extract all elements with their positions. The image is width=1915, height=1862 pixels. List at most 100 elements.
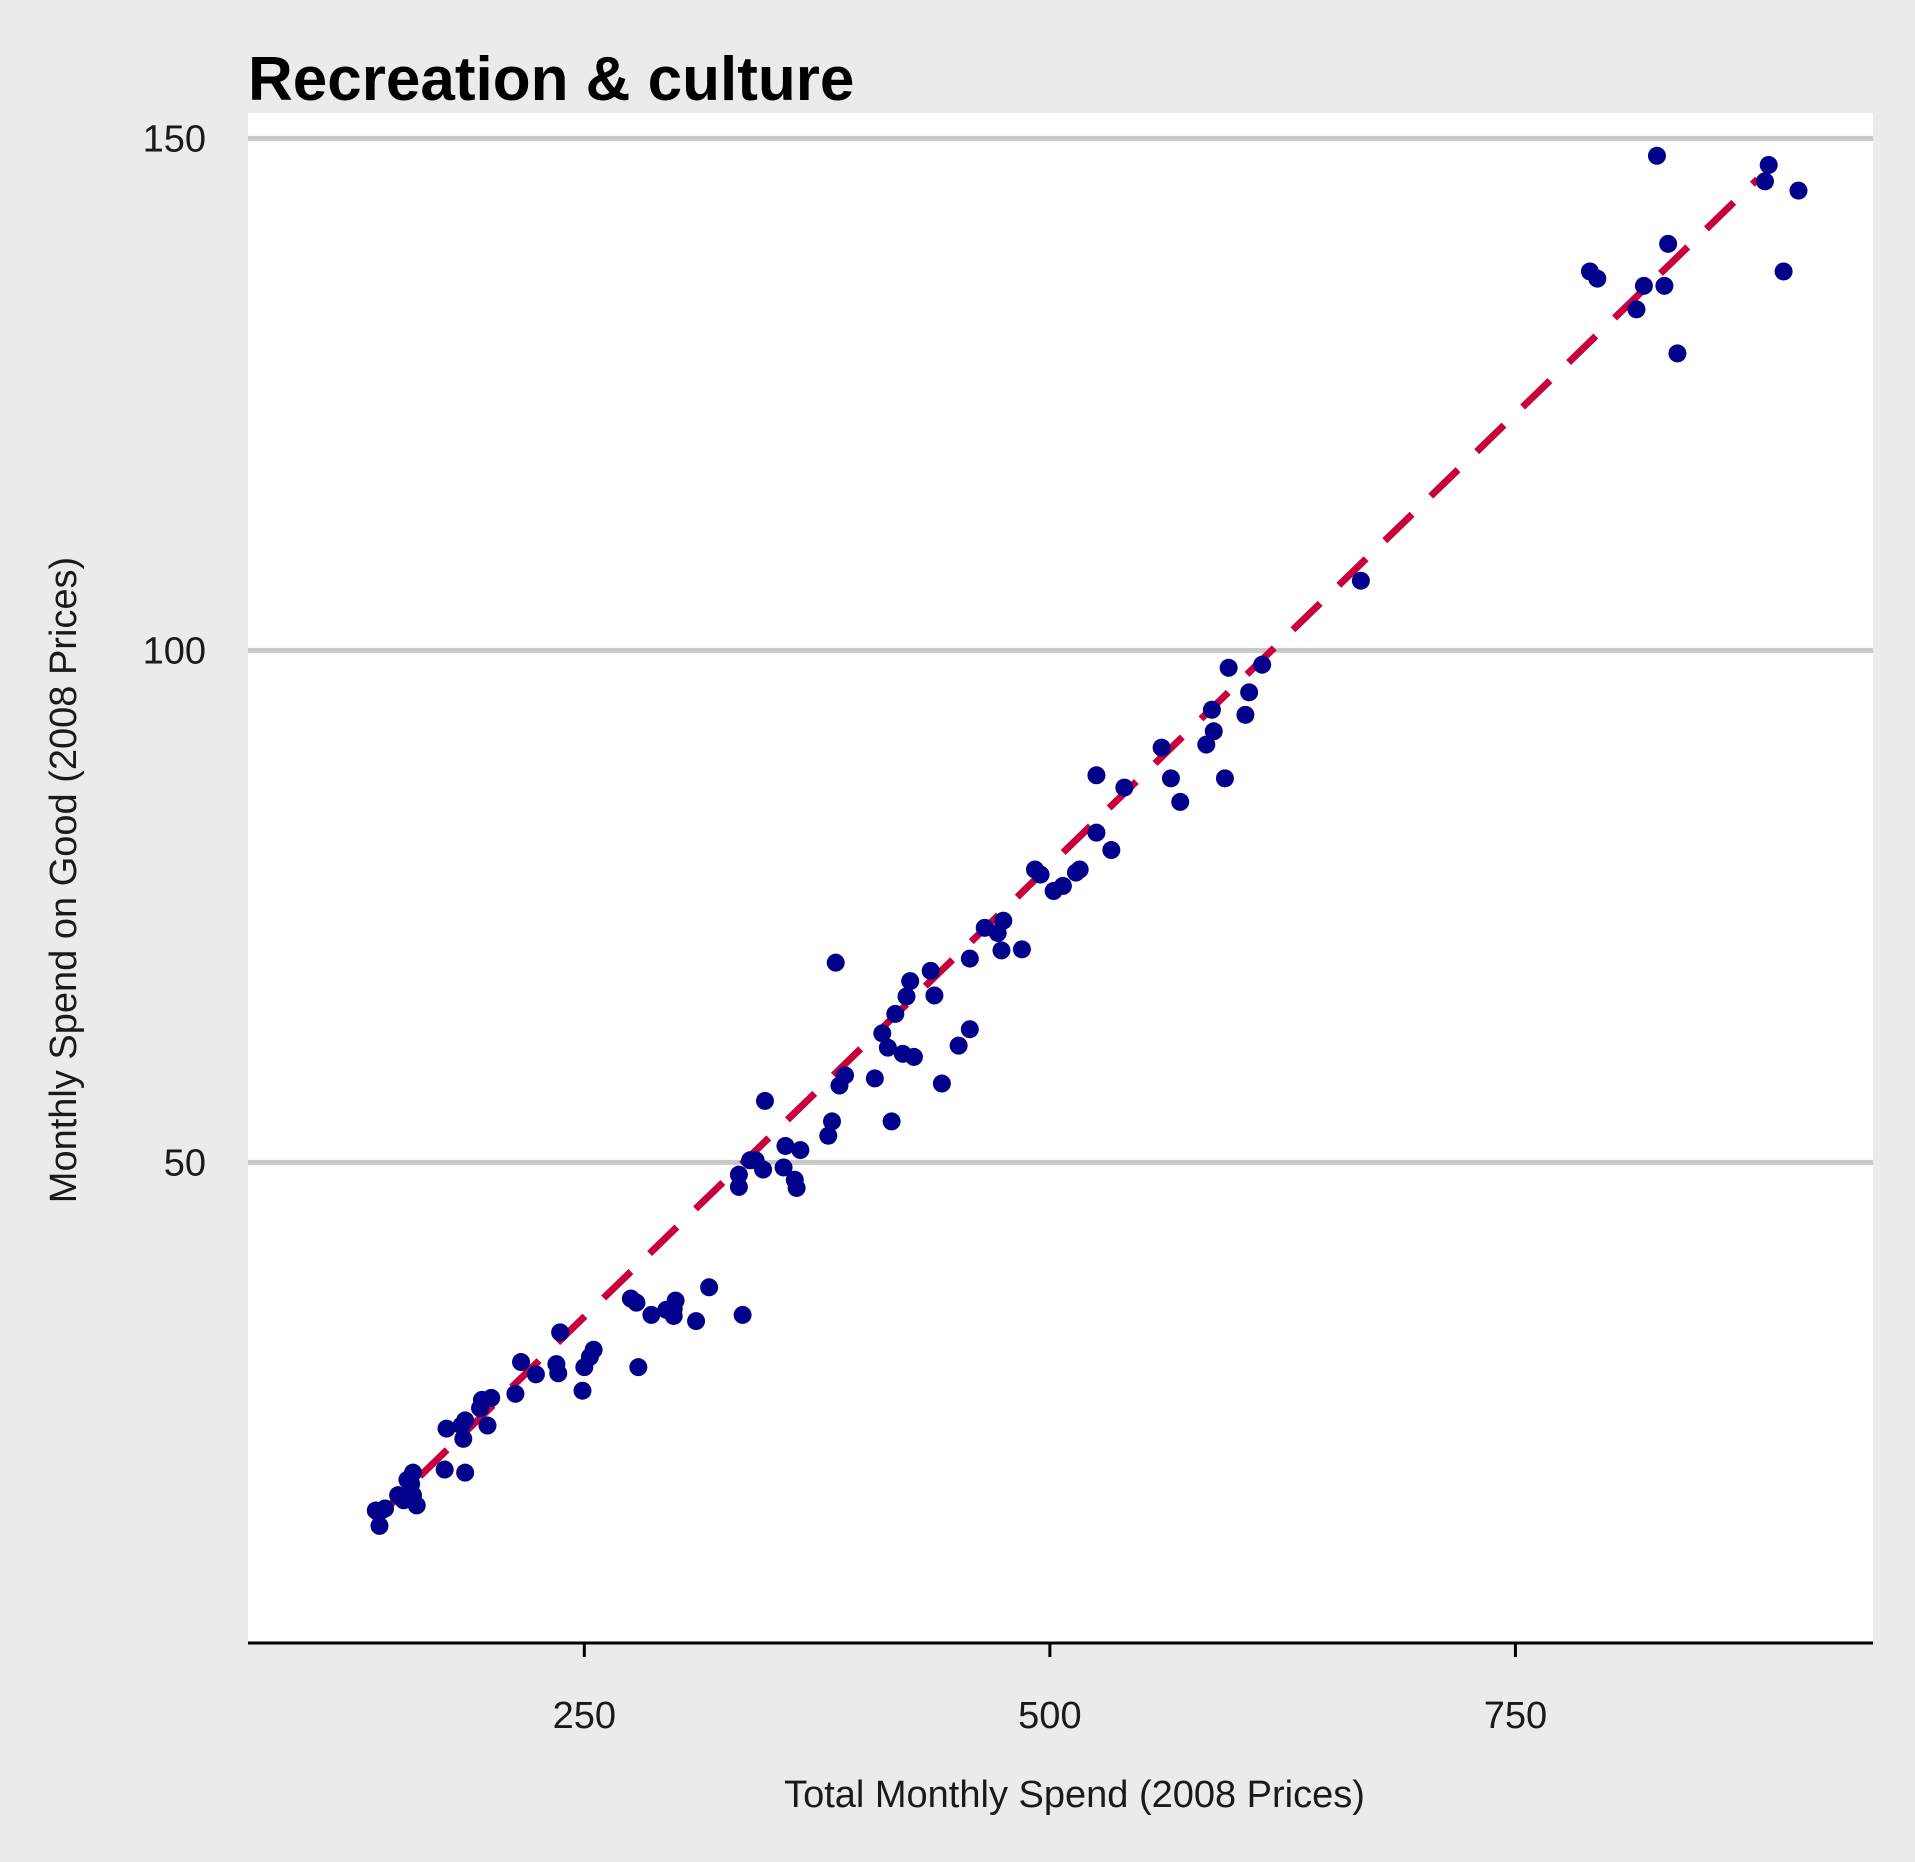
data-point bbox=[1655, 276, 1674, 295]
data-point bbox=[733, 1305, 752, 1324]
data-point bbox=[1171, 792, 1190, 811]
data-point bbox=[1102, 841, 1121, 860]
data-point bbox=[729, 1165, 748, 1184]
data-point bbox=[478, 1416, 497, 1435]
data-points bbox=[366, 146, 1808, 1535]
data-point bbox=[627, 1293, 646, 1312]
data-point bbox=[1115, 778, 1134, 797]
data-point bbox=[994, 911, 1013, 930]
data-point bbox=[437, 1419, 456, 1438]
data-point bbox=[1759, 155, 1778, 174]
data-point bbox=[1755, 172, 1774, 191]
data-point bbox=[1351, 571, 1370, 590]
data-point bbox=[1647, 146, 1666, 165]
x-axis-ticks: 250 500 750 bbox=[553, 1643, 1547, 1737]
y-axis-ticks: 50 100 150 bbox=[143, 118, 206, 1184]
y-tick-label: 100 bbox=[143, 630, 206, 672]
data-point bbox=[456, 1411, 475, 1430]
data-point bbox=[932, 1074, 951, 1093]
data-point bbox=[754, 1160, 773, 1179]
data-point bbox=[960, 949, 979, 968]
data-point bbox=[482, 1388, 501, 1407]
data-point bbox=[456, 1463, 475, 1482]
data-point bbox=[370, 1516, 389, 1535]
data-point bbox=[584, 1340, 603, 1359]
data-point bbox=[687, 1312, 706, 1331]
data-point bbox=[1240, 683, 1259, 702]
data-point bbox=[547, 1355, 566, 1374]
data-point bbox=[904, 1047, 923, 1066]
data-point bbox=[878, 1038, 897, 1057]
y-axis-title: Monthly Spend on Good (2008 Prices) bbox=[43, 557, 85, 1203]
data-point bbox=[1627, 300, 1646, 319]
data-point bbox=[376, 1499, 395, 1518]
data-point bbox=[1634, 276, 1653, 295]
data-point bbox=[1215, 769, 1234, 788]
data-point bbox=[526, 1365, 545, 1384]
y-tick-label: 50 bbox=[164, 1142, 206, 1184]
data-point bbox=[1236, 705, 1255, 724]
data-point bbox=[960, 1020, 979, 1039]
y-tick-label: 150 bbox=[143, 118, 206, 160]
data-point bbox=[755, 1091, 774, 1110]
data-point bbox=[1161, 769, 1180, 788]
data-point bbox=[435, 1460, 454, 1479]
gridlines bbox=[248, 135, 1873, 1165]
data-point bbox=[1588, 269, 1607, 288]
data-point bbox=[512, 1353, 531, 1372]
data-point bbox=[865, 1069, 884, 1088]
data-point bbox=[506, 1384, 525, 1403]
data-point bbox=[1253, 655, 1272, 674]
data-point bbox=[1668, 344, 1687, 363]
data-point bbox=[882, 1112, 901, 1131]
x-tick-label: 500 bbox=[1018, 1695, 1081, 1737]
data-point bbox=[1012, 940, 1031, 959]
data-point bbox=[925, 986, 944, 1005]
data-point bbox=[873, 1024, 892, 1043]
data-point bbox=[573, 1381, 592, 1400]
chart-title: Recreation & culture bbox=[248, 45, 855, 114]
data-point bbox=[1070, 860, 1089, 879]
data-point bbox=[819, 1126, 838, 1145]
data-point bbox=[1219, 658, 1238, 677]
data-point bbox=[921, 961, 940, 980]
data-point bbox=[897, 987, 916, 1006]
data-point bbox=[407, 1496, 426, 1515]
data-point bbox=[1659, 234, 1678, 253]
data-point bbox=[404, 1463, 423, 1482]
data-point bbox=[1197, 735, 1216, 754]
data-point bbox=[1087, 823, 1106, 842]
data-point bbox=[992, 941, 1011, 960]
data-point bbox=[664, 1306, 683, 1325]
data-point bbox=[836, 1066, 855, 1085]
data-point bbox=[1087, 766, 1106, 785]
data-point bbox=[642, 1305, 661, 1324]
data-point bbox=[551, 1323, 570, 1342]
data-point bbox=[776, 1136, 795, 1155]
data-point bbox=[791, 1141, 810, 1160]
data-point bbox=[826, 953, 845, 972]
data-point bbox=[454, 1429, 473, 1448]
data-point bbox=[1789, 181, 1808, 200]
data-point bbox=[1204, 722, 1223, 741]
data-point bbox=[949, 1036, 968, 1055]
data-point bbox=[787, 1178, 806, 1197]
x-axis-title: Total Monthly Spend (2008 Prices) bbox=[784, 1774, 1365, 1816]
data-point bbox=[774, 1158, 793, 1177]
data-point bbox=[1202, 700, 1221, 719]
data-point bbox=[886, 1004, 905, 1023]
data-point bbox=[1053, 876, 1072, 895]
fit-line bbox=[371, 176, 1760, 1524]
data-point bbox=[1774, 262, 1793, 281]
data-point bbox=[823, 1112, 842, 1131]
data-point bbox=[901, 972, 920, 991]
x-tick-label: 750 bbox=[1484, 1695, 1547, 1737]
data-point bbox=[700, 1278, 719, 1297]
data-point bbox=[1152, 738, 1171, 757]
data-point bbox=[666, 1291, 685, 1310]
data-point bbox=[1031, 865, 1050, 884]
x-tick-label: 250 bbox=[553, 1695, 616, 1737]
data-point bbox=[629, 1358, 648, 1377]
